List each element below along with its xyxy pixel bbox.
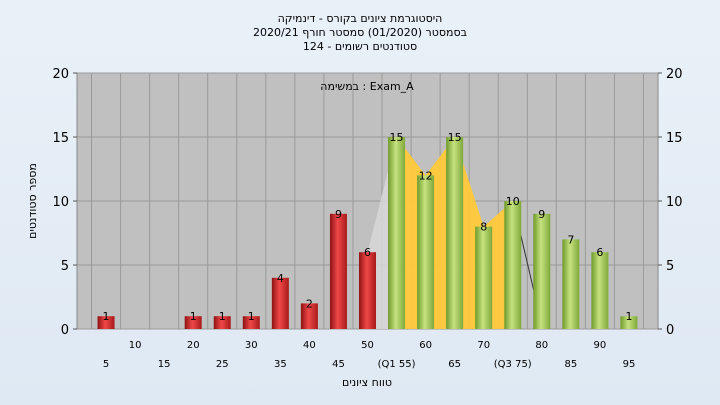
bar-(Q3 75) xyxy=(504,201,522,329)
y-axis-right: 0 5 10 15 20 xyxy=(658,67,683,338)
x-tick-label: 80 xyxy=(535,340,548,351)
bar-50 xyxy=(359,252,376,329)
bar-25 xyxy=(213,316,231,329)
x-tick-label: 35 xyxy=(274,359,287,370)
bar-(Q1 55) xyxy=(388,137,406,329)
data-label: 1 xyxy=(248,310,255,323)
bar-80 xyxy=(533,213,551,329)
x-tick-label: (Q3 75) xyxy=(494,359,532,370)
x-tick-label: 25 xyxy=(216,359,229,370)
data-label: 1 xyxy=(190,310,197,323)
data-label: 4 xyxy=(277,272,284,285)
y-tick-label-left: 15 xyxy=(52,131,69,146)
bar-30 xyxy=(242,316,260,329)
x-tick-label: 90 xyxy=(594,340,607,351)
data-label: 1 xyxy=(103,310,110,323)
data-label: 8 xyxy=(480,221,487,234)
y-tick-label-right: 15 xyxy=(666,131,683,146)
data-label: 9 xyxy=(538,208,545,221)
y-tick-label-right: 5 xyxy=(666,259,674,274)
bar-45 xyxy=(329,213,347,329)
x-axis-label: טווח ציונים xyxy=(342,376,392,389)
bar-85 xyxy=(562,239,580,329)
x-tick-label: 20 xyxy=(187,340,200,351)
bar-20 xyxy=(184,316,202,329)
x-tick-label: (Q1 55) xyxy=(378,359,416,370)
data-label: 1 xyxy=(625,310,632,323)
x-tick-label: 15 xyxy=(158,359,171,370)
data-label: 1 xyxy=(219,310,226,323)
chart-title-line-3: סטודנטים רשומים - 124 xyxy=(303,40,417,53)
data-label: 9 xyxy=(335,208,342,221)
x-tick-label: 70 xyxy=(477,340,490,351)
data-label: 10 xyxy=(506,195,520,208)
y-axis-label: מספר סטודנטים xyxy=(26,163,39,239)
x-tick-label: 65 xyxy=(448,359,461,370)
data-label: 12 xyxy=(419,169,433,182)
y-tick-label-right: 0 xyxy=(666,323,674,338)
exam-annotation: במשימה : Exam_A xyxy=(320,80,414,93)
x-tick-label: 40 xyxy=(303,340,316,351)
y-tick-label-right: 20 xyxy=(666,67,683,82)
x-tick-label: 50 xyxy=(361,340,374,351)
bar-60 xyxy=(417,175,435,329)
bar-5 xyxy=(97,316,115,329)
bar-35 xyxy=(271,277,289,329)
y-tick-label-left: 5 xyxy=(61,259,69,274)
data-label: 15 xyxy=(390,131,404,144)
y-tick-label-left: 10 xyxy=(52,195,69,210)
bar-40 xyxy=(300,303,318,329)
x-tick-label: 60 xyxy=(419,340,432,351)
x-tick-label: 85 xyxy=(564,359,577,370)
bar-90 xyxy=(591,252,609,329)
y-axis-left: 0 5 10 15 20 xyxy=(52,67,77,338)
bar-70 xyxy=(475,226,493,329)
x-tick-label: 95 xyxy=(623,359,636,370)
x-tick-label: 45 xyxy=(332,359,345,370)
x-tick-label: 30 xyxy=(245,340,258,351)
data-label: 2 xyxy=(306,297,313,310)
chart-title-line-1: היסטוגרמת ציונים בקורס - דינמיקה xyxy=(278,12,443,25)
y-tick-label-right: 10 xyxy=(666,195,683,210)
y-tick-label-left: 0 xyxy=(61,323,69,338)
x-tick-label: 10 xyxy=(129,340,142,351)
data-label: 7 xyxy=(567,233,574,246)
data-label: 6 xyxy=(596,246,603,259)
data-label: 15 xyxy=(448,131,462,144)
chart-title-line-2: בסמסטר (01/2020) סמסטר חורף 2020/21 xyxy=(253,26,467,39)
data-label: 6 xyxy=(364,246,371,259)
y-tick-label-left: 20 xyxy=(52,67,69,82)
bar-65 xyxy=(446,137,464,329)
data-labels-group: 1 1 1 1 4 2 9 6 15 12 15 8 10 9 7 6 1 xyxy=(103,131,633,323)
x-tick-label: 5 xyxy=(103,359,109,370)
bar-95 xyxy=(620,316,638,329)
bars-group xyxy=(97,137,638,329)
